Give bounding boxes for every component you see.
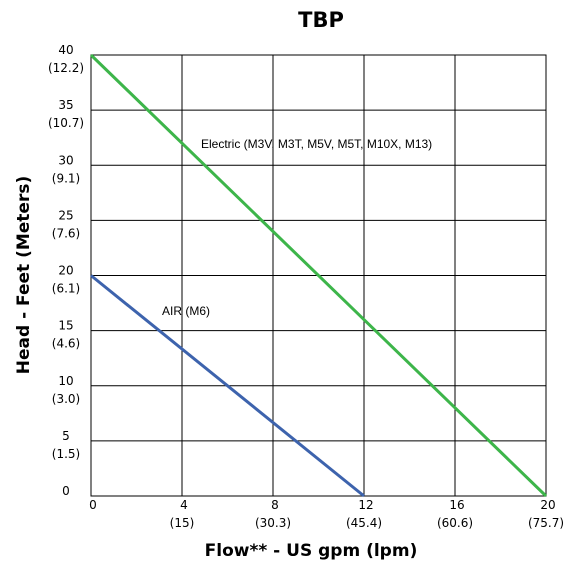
x-tick-label-2: 8 <box>271 498 279 512</box>
x-tick-label-3: 12 <box>358 498 373 512</box>
y-tick-label-7: 35 <box>58 98 73 112</box>
x-tick-sublabel-5: (75.7) <box>528 516 564 530</box>
y-tick-sublabel-4: (6.1) <box>52 282 80 296</box>
y-tick-label-2: 10 <box>58 374 73 388</box>
y-tick-sublabel-6: (9.1) <box>52 171 80 185</box>
y-axis-title: Head - Feet (Meters) <box>14 176 34 374</box>
x-tick-label-1: 4 <box>180 498 188 512</box>
y-tick-label-5: 25 <box>58 208 73 222</box>
grid <box>91 55 546 496</box>
y-axis-ticks: 0 5 (1.5) 10 (3.0) 15 (4.6) 20 (6.1) 25 (7.6) 30 (9.… <box>48 43 84 498</box>
y-tick-label-8: 40 <box>58 43 73 57</box>
series-layer <box>89 53 548 498</box>
y-tick-sublabel-5: (7.6) <box>52 226 80 240</box>
chart-title: TBP <box>298 8 344 32</box>
x-tick-sublabel-2: (30.3) <box>255 516 291 530</box>
y-tick-label-4: 20 <box>58 264 73 278</box>
x-tick-sublabel-1: (15) <box>170 516 195 530</box>
x-tick-label-4: 16 <box>449 498 464 512</box>
y-tick-sublabel-2: (3.0) <box>52 392 80 406</box>
y-tick-sublabel-1: (1.5) <box>52 447 80 461</box>
x-tick-label-0: 0 <box>89 498 97 512</box>
series-label-air: AIR (M6) <box>162 304 210 318</box>
y-tick-sublabel-7: (10.7) <box>48 116 84 130</box>
x-axis-ticks: 0 4 (15) 8 (30.3) 12 (45.4) 16 (60.6) 20 (75.7) <box>89 498 564 530</box>
series-line-0 <box>89 53 548 498</box>
x-axis-title: Flow** - US gpm (lpm) <box>205 541 418 561</box>
x-tick-sublabel-4: (60.6) <box>437 516 473 530</box>
series-label-electric: Electric (M3V, M3T, M5V, M5T, M10X, M13) <box>201 137 432 151</box>
y-tick-label-1: 5 <box>62 429 70 443</box>
x-tick-label-5: 20 <box>540 498 555 512</box>
y-tick-label-6: 30 <box>58 153 73 167</box>
y-tick-label-0: 0 <box>62 484 70 498</box>
series-line-1 <box>90 274 365 498</box>
y-tick-sublabel-8: (12.2) <box>48 61 84 75</box>
y-tick-label-3: 15 <box>58 319 73 333</box>
y-tick-sublabel-3: (4.6) <box>52 337 80 351</box>
x-tick-sublabel-3: (45.4) <box>346 516 382 530</box>
